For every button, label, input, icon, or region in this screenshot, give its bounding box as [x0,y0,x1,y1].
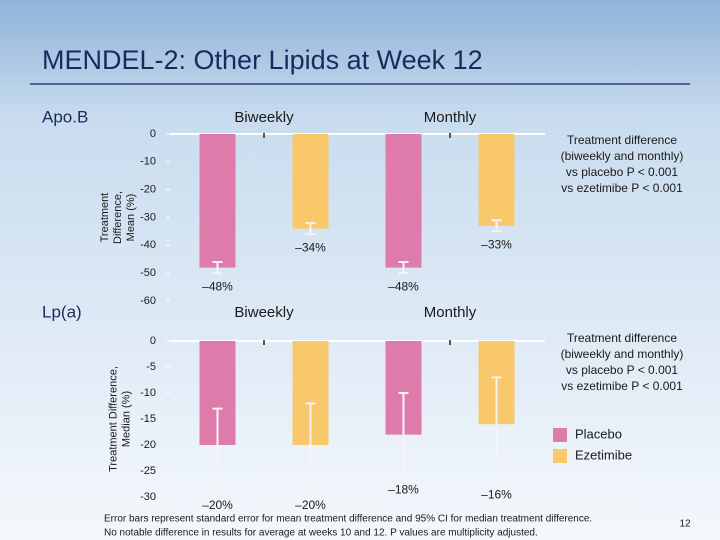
y-tick-label: -20 [140,439,156,451]
value-label: –48% [388,279,419,293]
error-bar [398,261,409,275]
group-label: Monthly [424,109,477,126]
footnote: Error bars represent standard error for … [104,514,592,525]
y-tick-label: -20 [140,184,156,196]
value-label: –48% [202,279,233,293]
section-label: Apo.B [42,107,88,126]
bar [385,134,422,268]
annotation: vs ezetimibe P < 0.001 [561,181,683,195]
legend-swatch [553,428,567,442]
page-number: 12 [679,519,691,530]
section-label: Lp(a) [42,302,82,321]
annotation: Treatment difference [567,331,677,345]
y-tick-label: 0 [150,128,156,140]
group-label: Biweekly [234,304,294,321]
y-tick-label: -25 [140,465,156,477]
y-tick-label: 0 [150,335,156,347]
slide-title: MENDEL-2: Other Lipids at Week 12 [42,45,483,75]
y-tick-label: -30 [140,211,156,223]
y-tick-label: -10 [140,156,156,168]
annotation: vs ezetimibe P < 0.001 [561,379,683,393]
bar [292,134,329,229]
y-tick-label: -60 [140,295,156,307]
error-bar [305,402,316,493]
annotation: (biweekly and monthly) [561,347,684,361]
value-label: –18% [388,482,419,496]
annotation: vs placebo P < 0.001 [566,165,679,179]
footnote: No notable difference in results for ave… [104,528,538,539]
error-bar [305,222,316,236]
y-axis-label: Mean (%) [125,194,137,242]
error-bar [212,407,223,493]
y-axis-label: Treatment [99,193,111,243]
y-tick-label: -40 [140,239,156,251]
y-tick-label: -10 [140,387,156,399]
y-tick-label: -30 [140,491,156,503]
group-label: Monthly [424,304,477,321]
value-label: –33% [481,238,512,252]
value-label: –20% [295,498,326,512]
y-axis-label: Median (%) [120,391,132,447]
legend-label: Placebo [575,426,622,441]
annotation: vs placebo P < 0.001 [566,363,679,377]
y-axis-label: Difference, [112,191,124,244]
error-bar [212,261,223,275]
group-label: Biweekly [234,109,294,126]
bar [199,134,236,268]
legend-label: Ezetimibe [575,447,632,462]
error-bar [491,219,502,233]
annotation: (biweekly and monthly) [561,149,684,163]
error-bar [491,376,502,483]
y-tick-label: -15 [140,413,156,425]
y-tick-label: -5 [146,361,156,373]
legend-swatch [553,449,567,463]
value-label: –16% [481,488,512,502]
error-bar [398,392,409,478]
y-axis-label: Treatment Difference, [107,366,119,472]
bar [478,134,515,226]
y-tick-label: -50 [140,267,156,279]
annotation: Treatment difference [567,133,677,147]
value-label: –34% [295,240,326,254]
value-label: –20% [202,498,233,512]
